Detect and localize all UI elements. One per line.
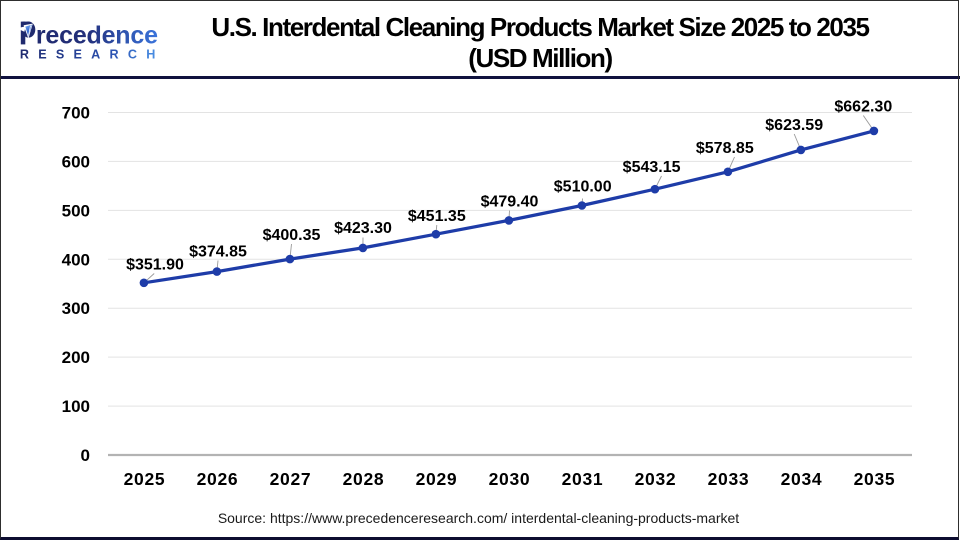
svg-text:200: 200 [62, 348, 90, 367]
svg-text:700: 700 [62, 104, 90, 123]
svg-text:500: 500 [62, 201, 90, 220]
svg-text:100: 100 [62, 397, 90, 416]
svg-text:2031: 2031 [562, 469, 604, 489]
svg-text:$623.59: $623.59 [765, 117, 823, 134]
svg-text:600: 600 [62, 152, 90, 171]
svg-text:2029: 2029 [416, 469, 458, 489]
svg-text:2030: 2030 [489, 469, 531, 489]
svg-text:$543.15: $543.15 [623, 159, 681, 176]
svg-text:$662.30: $662.30 [834, 99, 892, 116]
svg-text:RESEARCH: RESEARCH [20, 48, 165, 62]
svg-text:$351.90: $351.90 [126, 256, 184, 273]
svg-text:400: 400 [62, 250, 90, 269]
svg-text:2025: 2025 [124, 469, 166, 489]
svg-text:2026: 2026 [197, 469, 239, 489]
svg-text:2034: 2034 [781, 469, 823, 489]
svg-text:$400.35: $400.35 [263, 227, 321, 244]
svg-text:2028: 2028 [343, 469, 385, 489]
svg-text:300: 300 [62, 299, 90, 318]
svg-text:2033: 2033 [708, 469, 750, 489]
svg-text:recedence: recedence [36, 21, 158, 49]
svg-text:$479.40: $479.40 [481, 194, 539, 211]
svg-text:$374.85: $374.85 [189, 244, 247, 261]
svg-text:0: 0 [81, 446, 90, 465]
svg-text:2027: 2027 [270, 469, 312, 489]
svg-text:$510.00: $510.00 [554, 179, 612, 196]
svg-text:$423.30: $423.30 [334, 220, 392, 237]
svg-text:2035: 2035 [854, 469, 896, 489]
svg-text:2032: 2032 [635, 469, 677, 489]
svg-text:$578.85: $578.85 [696, 140, 754, 157]
svg-text:$451.35: $451.35 [408, 208, 466, 225]
